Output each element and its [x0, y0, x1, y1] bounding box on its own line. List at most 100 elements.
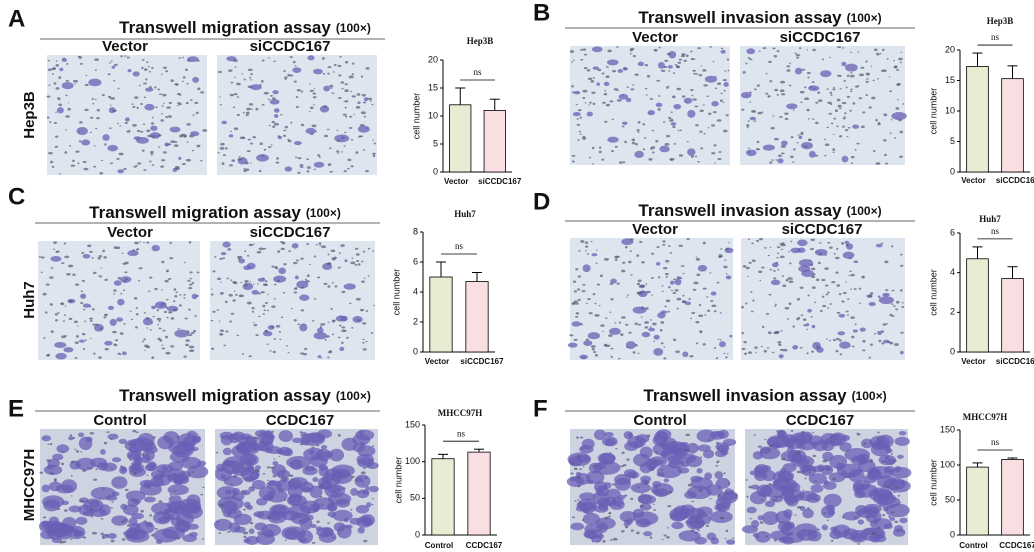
cell-stain	[351, 327, 354, 329]
cell-stain	[844, 63, 858, 72]
cell-stain	[784, 117, 789, 121]
cell-stain	[706, 95, 709, 98]
cell-stain	[779, 89, 785, 93]
cell-stain	[790, 429, 794, 433]
cell-stain	[777, 252, 780, 255]
cell-stain	[791, 278, 794, 280]
cell-stain	[50, 330, 54, 333]
cell-stain	[271, 464, 287, 477]
cell-stain	[744, 352, 748, 356]
cell-stain	[280, 247, 285, 251]
cell-stain	[670, 289, 674, 292]
cell-stain	[236, 447, 240, 449]
cell-stain	[710, 124, 716, 127]
cell-stain	[844, 115, 846, 118]
cell-stain	[282, 510, 300, 521]
cell-stain	[844, 112, 847, 115]
cell-stain	[165, 116, 169, 119]
cell-stain	[262, 313, 266, 315]
cell-stain	[849, 270, 853, 273]
cell-stain	[158, 146, 161, 148]
cell-stain	[808, 138, 811, 141]
cell-stain	[365, 485, 370, 491]
cell-stain	[194, 314, 198, 317]
cell-stain	[847, 314, 849, 316]
cell-stain	[355, 253, 360, 256]
cell-stain	[747, 351, 753, 354]
magnification: (100×)	[852, 389, 887, 403]
cell-stain	[686, 515, 705, 530]
cell-stain	[760, 483, 787, 498]
cell-stain	[676, 307, 679, 310]
cell-stain	[250, 79, 252, 81]
cell-stain	[665, 259, 670, 263]
cell-stain	[759, 279, 762, 282]
cell-stain	[54, 312, 58, 316]
cell-stain	[359, 308, 365, 311]
cell-stain	[237, 158, 243, 161]
cell-stain	[168, 143, 172, 146]
cell-stain	[160, 165, 165, 168]
cell-stain	[612, 537, 618, 541]
cell-stain	[571, 154, 576, 157]
cell-stain	[143, 312, 147, 314]
cell-stain	[858, 73, 865, 77]
cell-stain	[143, 96, 147, 99]
cell-stain	[365, 67, 370, 70]
cell-stain	[832, 148, 836, 151]
cell-stain	[332, 92, 335, 95]
cell-stain	[693, 72, 696, 75]
cell-stain	[139, 479, 154, 488]
cell-stain	[147, 65, 150, 68]
cell-stain	[593, 429, 607, 441]
cell-stain	[372, 250, 374, 252]
cell-stain	[731, 537, 735, 539]
cell-stain	[820, 70, 832, 78]
cell-stain	[650, 147, 654, 150]
cell-stain	[160, 475, 163, 477]
cell-stain	[221, 120, 228, 125]
cell-stain	[165, 70, 169, 73]
cell-stain	[360, 260, 364, 263]
cell-stain	[777, 158, 784, 164]
cell-stain	[586, 253, 590, 255]
cell-stain	[693, 58, 696, 60]
cell-stain	[218, 532, 222, 535]
cell-stain	[271, 120, 275, 124]
cell-stain	[712, 111, 717, 114]
cell-stain	[839, 353, 843, 356]
cell-stain	[599, 453, 616, 465]
cell-stain	[284, 76, 288, 79]
cell-stain	[98, 275, 100, 277]
cell-stain	[692, 69, 696, 72]
cell-stain	[821, 505, 835, 519]
cell-stain	[154, 301, 167, 309]
cell-stain	[263, 309, 267, 312]
cell-stain	[810, 316, 813, 318]
cell-stain	[63, 242, 66, 245]
cell-stain	[859, 327, 866, 332]
cell-stain	[232, 106, 236, 109]
cell-stain	[576, 123, 581, 126]
cell-stain	[362, 489, 370, 495]
cell-stain	[814, 480, 818, 482]
cell-stain	[38, 256, 42, 258]
cell-stain	[112, 330, 117, 334]
cell-stain	[724, 537, 727, 540]
cell-stain	[865, 78, 869, 80]
cell-stain	[324, 451, 334, 458]
cell-stain	[674, 278, 682, 286]
cell-stain	[41, 435, 52, 442]
cell-stain	[116, 157, 120, 160]
cell-stain	[252, 283, 255, 285]
cell-stain	[868, 294, 873, 298]
cell-stain	[312, 96, 317, 99]
cell-stain	[772, 47, 776, 50]
cell-stain	[758, 50, 761, 52]
cell-stain	[313, 255, 317, 258]
cell-stain	[200, 91, 205, 94]
cell-stain	[135, 326, 138, 329]
cell-stain	[835, 271, 839, 274]
cell-stain	[293, 80, 297, 83]
cell-stain	[337, 266, 341, 269]
